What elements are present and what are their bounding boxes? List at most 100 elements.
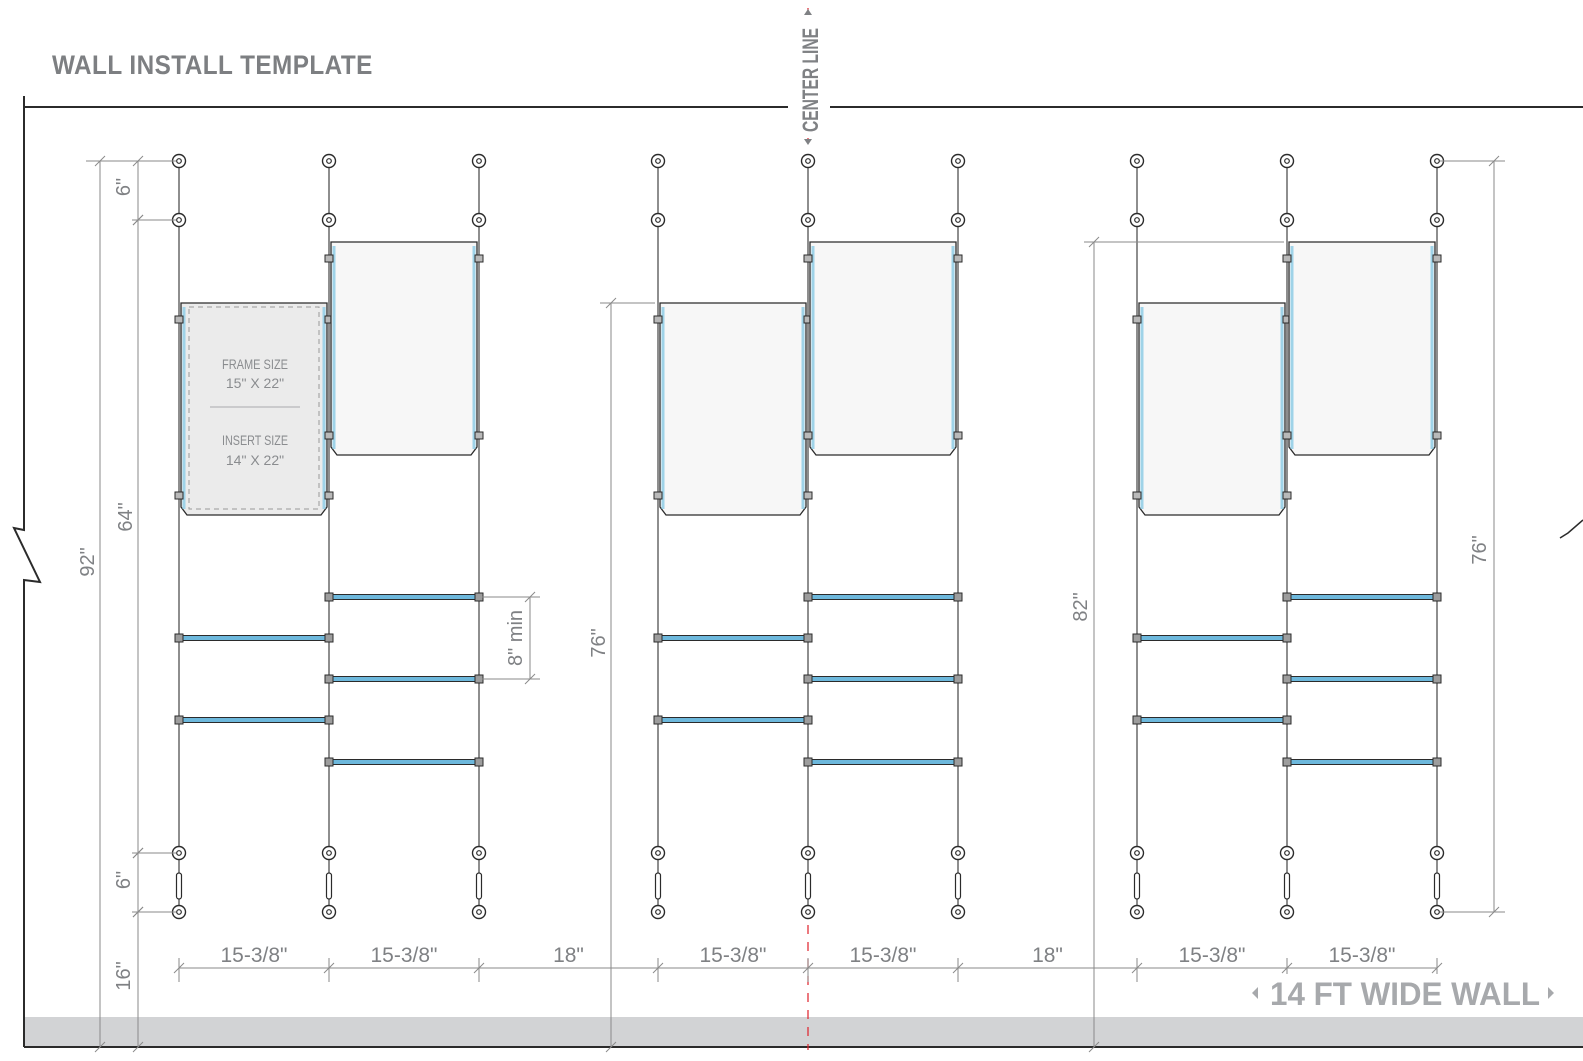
wall-standoff	[650, 153, 666, 169]
cable-gripper	[175, 872, 183, 900]
frame-panel	[180, 302, 328, 516]
acrylic-frame	[1132, 302, 1292, 516]
wall-standoff	[471, 153, 487, 169]
shelf-bar	[657, 635, 809, 641]
dim-width-tick	[173, 962, 185, 974]
shelf-clamp	[803, 715, 813, 725]
shelf-bar	[178, 717, 330, 723]
frame-panel	[1288, 241, 1436, 456]
center-line-arrow-bottom	[804, 139, 812, 145]
dim-tick	[1088, 236, 1100, 248]
frame-clamp	[474, 254, 484, 263]
dim-widths: 15-3/8" 15-3/8" 18" 15-3/8" 15-3/8" 18" 15-3/8…	[173, 944, 1443, 982]
wall-standoff	[1279, 153, 1295, 169]
dim-group3-height	[1088, 236, 1100, 1053]
frame-clamp	[1282, 254, 1292, 263]
dim-tick	[132, 1041, 144, 1053]
wall-arrow-right	[1548, 987, 1554, 999]
standoff-center	[805, 850, 811, 856]
frame-clamp	[1282, 431, 1292, 440]
glass-shelf	[653, 715, 813, 725]
frame-group	[174, 241, 1442, 516]
dim-width-label: 15-3/8"	[850, 944, 917, 967]
shelf-clamp	[1282, 715, 1292, 725]
dim-group3-height-label: 82"	[1070, 592, 1092, 621]
wall-standoff	[950, 904, 966, 920]
shelf-clamp	[324, 592, 334, 602]
standoff-center	[1284, 158, 1290, 164]
frame-size-value: 15" X 22"	[226, 375, 284, 391]
shelf-bar	[807, 594, 959, 600]
dim-label-bg	[116, 172, 136, 200]
acrylic-frame	[1282, 241, 1442, 456]
glass-shelf	[1282, 674, 1442, 684]
dim-width-tick	[952, 962, 964, 974]
wall-standoff	[1129, 212, 1145, 228]
shelf-bar	[807, 676, 959, 682]
wall-break-right	[1559, 519, 1583, 539]
wall-standoff	[321, 153, 337, 169]
frame-clamp	[653, 491, 663, 500]
shelf-clamp	[474, 592, 484, 602]
shelf-clamp	[803, 633, 813, 643]
standoff-center	[1134, 158, 1140, 164]
standoff-center	[805, 158, 811, 164]
wall-standoff	[1129, 904, 1145, 920]
glass-shelf	[1282, 757, 1442, 767]
shelf-clamp	[1132, 715, 1142, 725]
glass-shelf	[1132, 633, 1292, 643]
dim-width-label: 15-3/8"	[700, 944, 767, 967]
shelf-clamp	[1432, 592, 1442, 602]
wall-standoff	[650, 904, 666, 920]
cable-gripper	[1133, 872, 1141, 900]
frame-clamp	[174, 315, 184, 324]
dim-tick	[605, 1041, 617, 1053]
shelf-clamp	[324, 633, 334, 643]
wall-standoff	[950, 845, 966, 861]
frame-panel	[659, 302, 807, 516]
standoff-center	[476, 217, 482, 223]
standoff-center	[1134, 850, 1140, 856]
dim-group2-height-label: 76"	[588, 628, 610, 657]
dim-total-height-label: 92"	[77, 547, 99, 576]
shelf-clamp	[1282, 757, 1292, 767]
frame-clamp	[653, 315, 663, 324]
standoff-center	[176, 909, 182, 915]
standoff-center	[1134, 217, 1140, 223]
glass-shelf	[324, 592, 484, 602]
dim-label-bg	[116, 498, 136, 538]
standoff-center	[176, 158, 182, 164]
standoff-center	[476, 909, 482, 915]
frame-clamp	[953, 254, 963, 263]
dim-floor-spacing	[132, 906, 144, 1053]
frame-panel	[1138, 302, 1286, 516]
wall-standoff	[1279, 212, 1295, 228]
acrylic-frame	[324, 241, 484, 456]
glass-shelf	[174, 715, 334, 725]
shelf-bar	[328, 594, 480, 600]
shelf-bar	[328, 759, 480, 765]
dim-tick	[1488, 906, 1500, 918]
frame-clamp	[324, 431, 334, 440]
dim-width-tick	[1131, 962, 1143, 974]
cable-group	[178, 161, 1438, 912]
standoff-center	[1284, 850, 1290, 856]
frame-clamp	[1132, 315, 1142, 324]
shelf-clamp	[474, 674, 484, 684]
wall-standoff	[650, 845, 666, 861]
wall-standoff	[1279, 904, 1295, 920]
shelf-bar	[807, 759, 959, 765]
wall-standoff	[800, 904, 816, 920]
floor-band	[24, 1017, 1583, 1047]
dimension-group: 6"64"6"16"92"8" min 76"82"76"15-3/8" 15-3/…	[77, 155, 1505, 1053]
cable-gripper	[804, 872, 812, 900]
standoff-center	[1134, 909, 1140, 915]
dim-width-tick	[1431, 962, 1443, 974]
shelf-clamp	[1282, 633, 1292, 643]
wall-standoff	[321, 845, 337, 861]
frame-size-title: FRAME SIZE	[222, 356, 288, 372]
shelf-clamp	[324, 674, 334, 684]
wall-standoff	[471, 904, 487, 920]
shelf-bar	[1286, 676, 1438, 682]
dim-right-height-label: 76"	[1469, 535, 1491, 564]
